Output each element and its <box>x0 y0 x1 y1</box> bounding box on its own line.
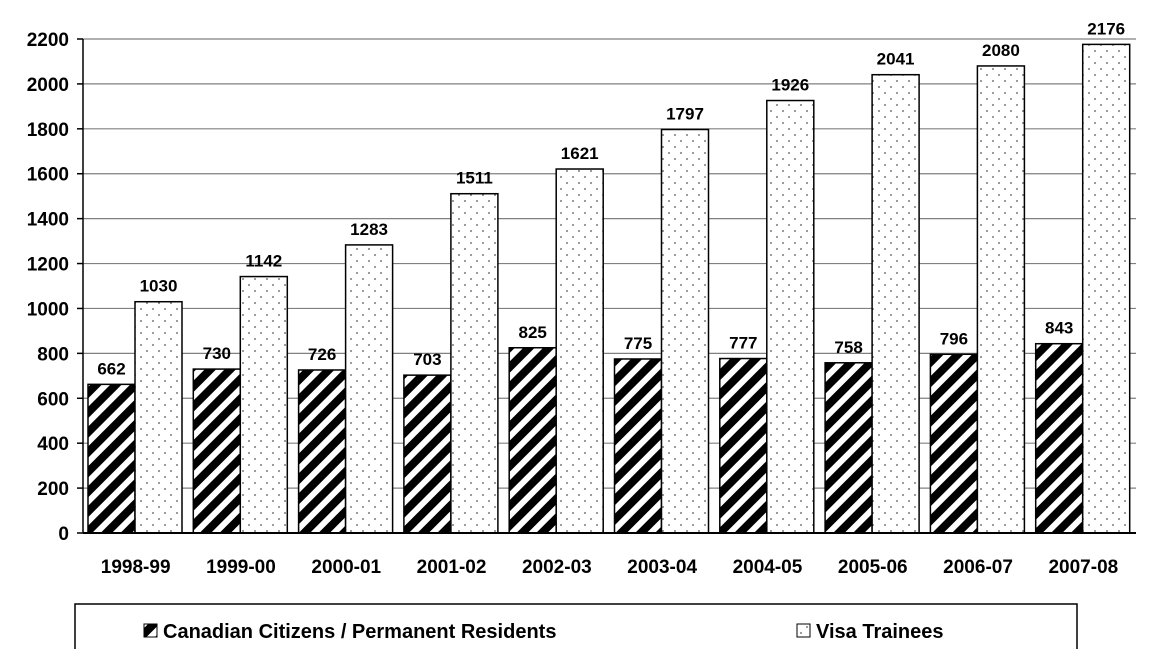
data-label-visa: 1030 <box>140 277 178 296</box>
bar-visa <box>872 75 919 533</box>
legend-swatch-canadian <box>144 624 157 637</box>
legend-label-canadian: Canadian Citizens / Permanent Residents <box>163 621 556 643</box>
y-tick-label: 800 <box>37 344 69 365</box>
x-tick-label: 2000-01 <box>311 557 381 578</box>
data-label-visa: 2080 <box>982 41 1020 60</box>
y-tick-label: 200 <box>37 479 69 500</box>
bar-visa <box>1083 44 1130 533</box>
data-label-canadian: 777 <box>729 334 757 353</box>
bar-canadian <box>615 359 662 533</box>
data-label-canadian: 662 <box>97 359 125 378</box>
data-label-canadian: 758 <box>834 338 862 357</box>
bar-visa <box>240 277 287 533</box>
bar-canadian <box>930 354 977 533</box>
legend: Canadian Citizens / Permanent Residents … <box>75 604 1077 649</box>
y-tick-label: 2000 <box>27 75 69 96</box>
bar-canadian <box>404 375 451 533</box>
data-label-visa: 1797 <box>666 104 704 123</box>
legend-label-visa: Visa Trainees <box>816 621 944 643</box>
y-tick-label: 1800 <box>27 120 69 141</box>
data-label-canadian: 775 <box>624 334 652 353</box>
y-tick-label: 2200 <box>27 30 69 51</box>
y-tick-label: 1200 <box>27 255 69 276</box>
bar-visa <box>451 194 498 533</box>
data-label-visa: 1283 <box>350 220 388 239</box>
bar-canadian <box>509 348 556 533</box>
x-tick-label: 2002-03 <box>522 557 592 578</box>
data-label-visa: 2176 <box>1087 19 1125 38</box>
bar-visa <box>556 169 603 533</box>
y-tick-label: 1400 <box>27 210 69 231</box>
bar-canadian <box>1036 344 1083 533</box>
x-tick-label: 1998-99 <box>101 557 171 578</box>
x-tick-label: 2005-06 <box>838 557 908 578</box>
y-tick-label: 400 <box>37 434 69 455</box>
data-label-visa: 1926 <box>771 76 809 95</box>
bar-visa <box>135 302 182 533</box>
bar-canadian <box>299 370 346 533</box>
bar-canadian <box>720 359 767 533</box>
bar-canadian <box>193 369 240 533</box>
data-label-visa: 1621 <box>561 144 599 163</box>
x-tick-label: 2006-07 <box>943 557 1013 578</box>
y-tick-label: 1600 <box>27 165 69 186</box>
bars: 662 1030 730 1142 726 1283 703 1511 825 1621 775 17… <box>88 19 1130 533</box>
bar-canadian <box>88 384 135 533</box>
data-label-canadian: 796 <box>940 329 968 348</box>
bar-canadian <box>825 363 872 533</box>
x-tick-label: 1999-00 <box>206 557 276 578</box>
bar-visa <box>662 129 709 533</box>
data-label-canadian: 703 <box>413 350 441 369</box>
bar-visa <box>977 66 1024 533</box>
bar-visa <box>767 101 814 533</box>
x-tick-label: 2001-02 <box>417 557 487 578</box>
x-axis: 1998-99 1999-00 2000-01 2001-02 2002-03 2003-… <box>83 533 1136 578</box>
y-axis: 0 200 400 600 800 1000 1200 1400 1600 1800 2000 220… <box>27 30 83 545</box>
x-tick-label: 2004-05 <box>733 557 803 578</box>
data-label-visa: 1511 <box>456 169 493 188</box>
bar-visa <box>346 245 393 533</box>
data-label-canadian: 726 <box>308 345 336 364</box>
y-tick-label: 0 <box>58 524 69 545</box>
data-label-visa: 1142 <box>245 252 282 271</box>
data-label-canadian: 825 <box>519 323 547 342</box>
x-tick-label: 2007-08 <box>1048 557 1118 578</box>
y-tick-label: 1000 <box>27 299 69 320</box>
data-label-visa: 2041 <box>877 50 915 69</box>
data-label-canadian: 730 <box>203 344 231 363</box>
y-tick-label: 600 <box>37 389 69 410</box>
legend-swatch-visa <box>797 624 810 637</box>
data-label-canadian: 843 <box>1045 319 1073 338</box>
x-tick-label: 2003-04 <box>627 557 697 578</box>
